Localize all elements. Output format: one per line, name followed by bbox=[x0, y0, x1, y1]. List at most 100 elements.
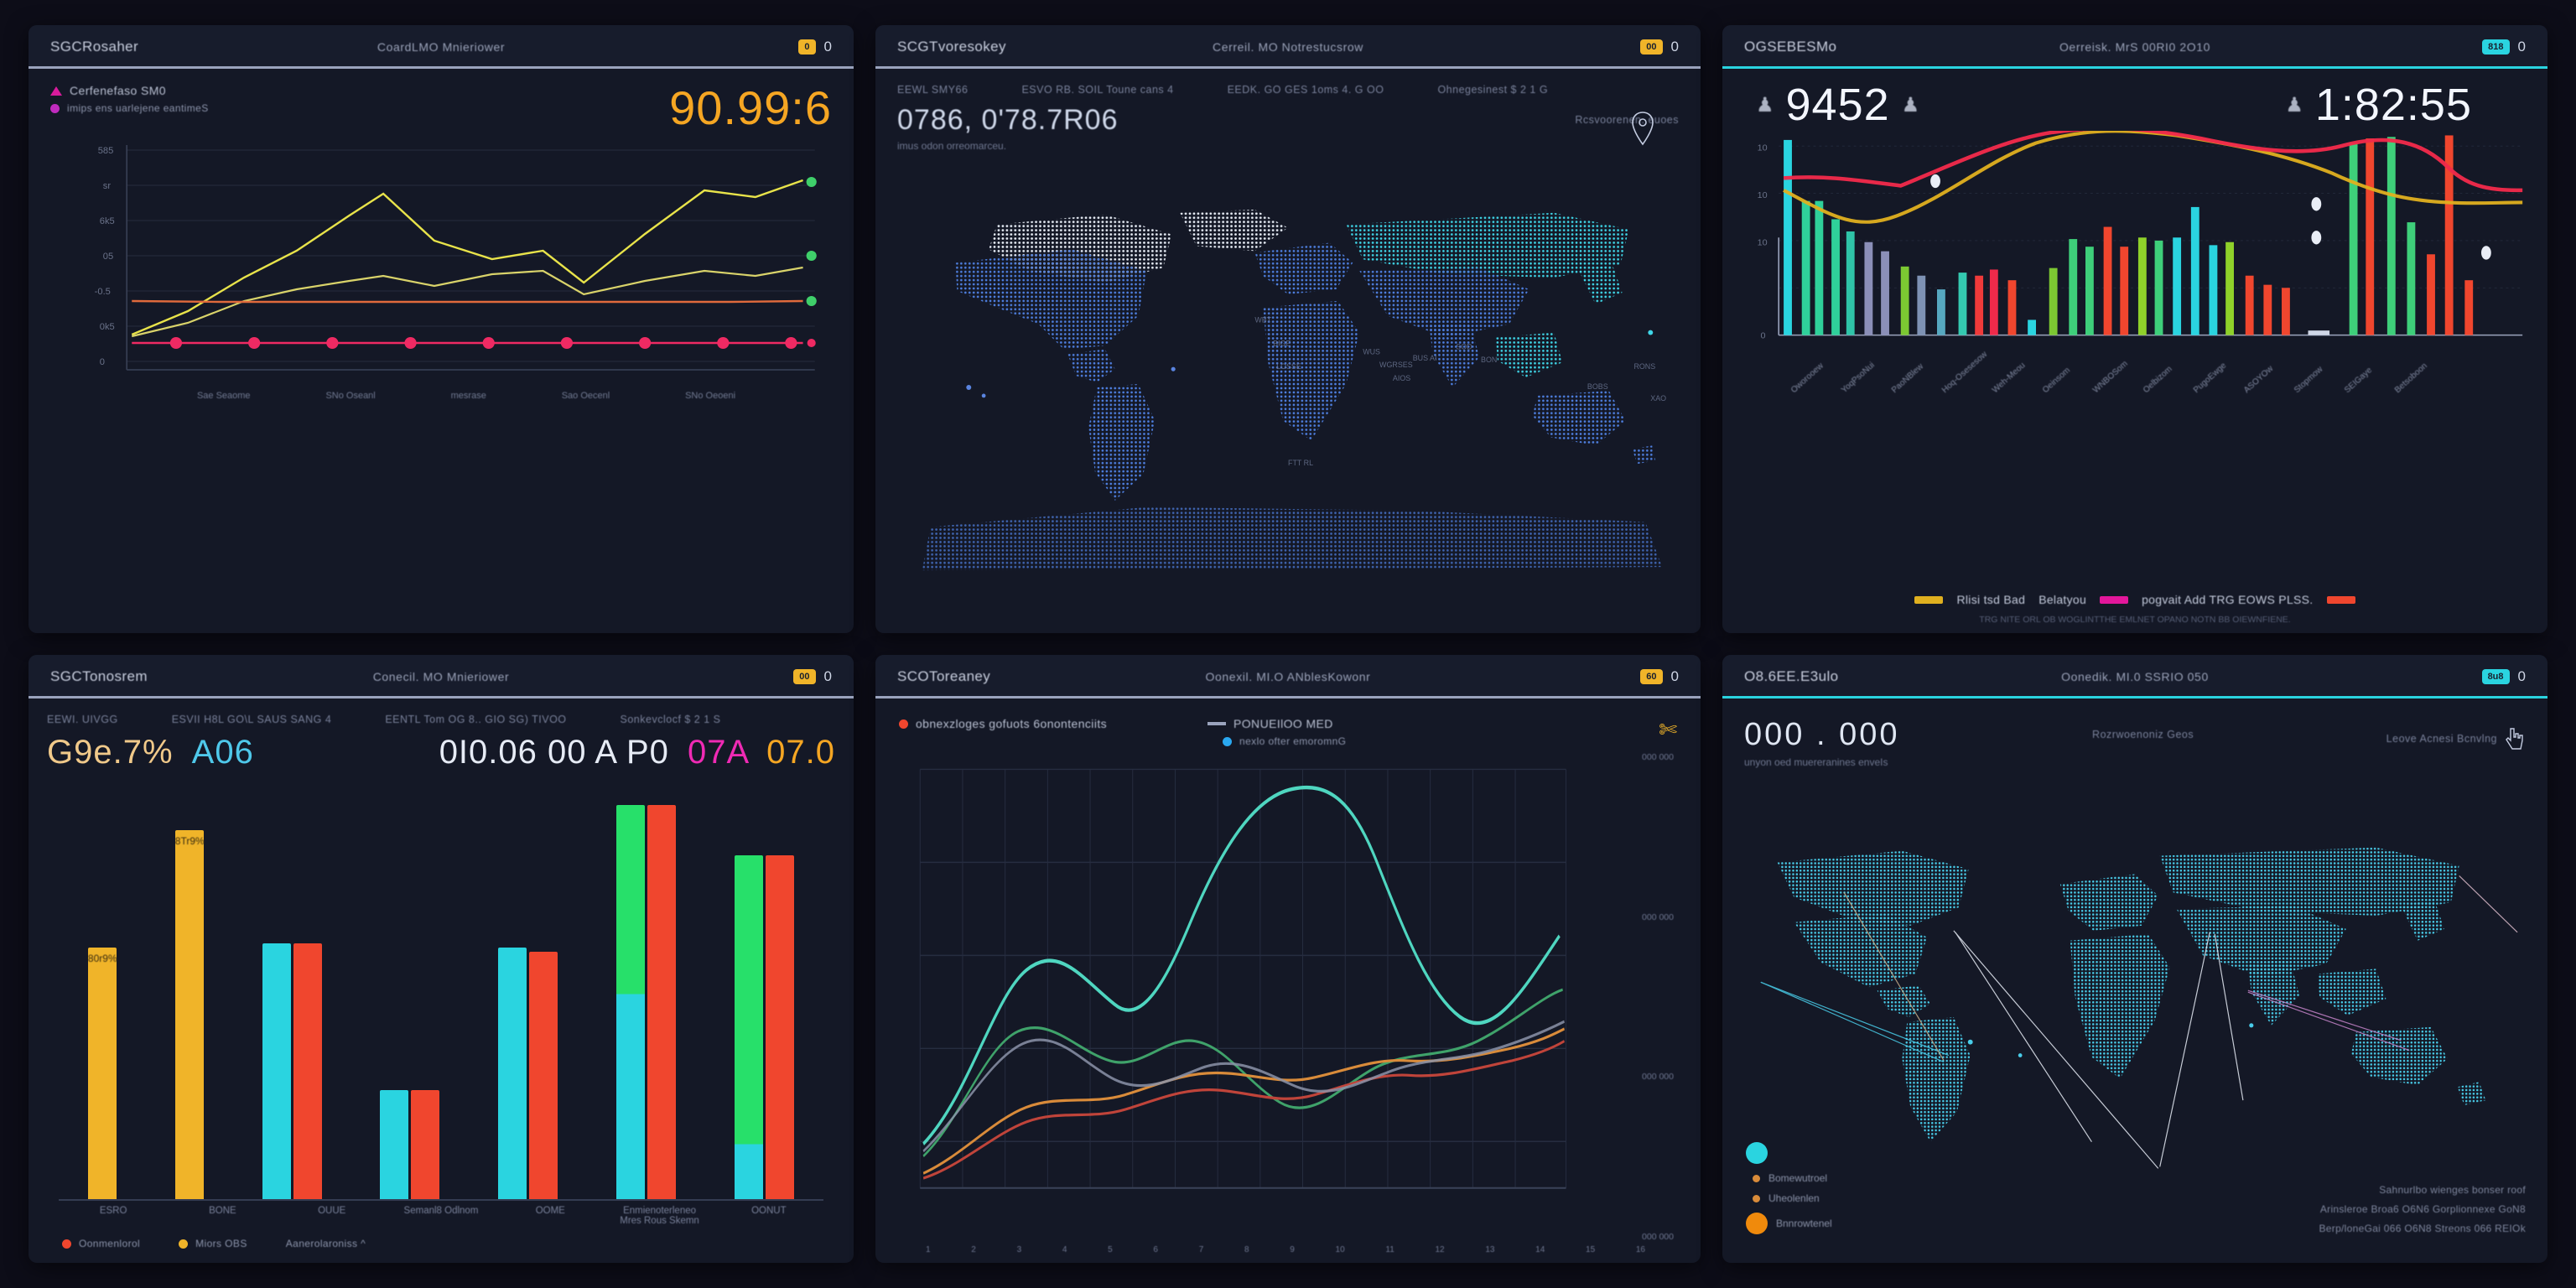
panel-4-x-labels: ESRO BONE OUUE Semanl8 Odlnom OOME Enmie… bbox=[47, 1201, 835, 1226]
panel-3-title-center: Oerreisk. MrS 00RI0 2O10 bbox=[2059, 40, 2211, 54]
panel-world-map-heat: SCGTvoresokey Cerreil. MO Notrestucsrow … bbox=[875, 25, 1701, 633]
bar[interactable] bbox=[498, 948, 527, 1199]
panel-2-summary-row: 0786, 0'78.7R06 imus odon orreomarceu. R… bbox=[897, 104, 1679, 152]
stat-line: Sahnurlbo wienges bonser roof bbox=[2379, 1184, 2526, 1196]
panel-5-menu-icon[interactable]: 0 bbox=[1670, 668, 1679, 684]
legend-label: Belatyou bbox=[2038, 593, 2087, 606]
panel-6-body: 000 . 000 unyon oed muereranines enveIs … bbox=[1722, 699, 2547, 1263]
panel-1-menu-icon[interactable]: 0 bbox=[823, 39, 832, 55]
bar[interactable] bbox=[262, 943, 291, 1199]
kpi-label: ESVO RB. SOIL Toune cans 4 bbox=[1021, 84, 1174, 96]
svg-text:BIGE: BIGE bbox=[1273, 339, 1291, 347]
legend-label: nexlo ofter emoromnG bbox=[1239, 735, 1347, 747]
bar[interactable] bbox=[647, 805, 677, 1199]
line-marker-icon bbox=[1208, 722, 1227, 725]
panel-3-menu-icon[interactable]: 0 bbox=[2517, 39, 2526, 55]
panel-2-body: EEWL SMY66 ESVO RB. SOIL Toune cans 4 EE… bbox=[875, 69, 1701, 633]
legend-item[interactable]: imips ens uarlejene eantimeS bbox=[50, 102, 209, 114]
bar[interactable]: 8Tr9% bbox=[174, 830, 205, 1199]
legend-label: pogvait Add TRG EOWS PLSS. bbox=[2142, 593, 2314, 606]
panel-1-titlebar-actions: 0 0 bbox=[798, 39, 832, 55]
panel-3-x-labels: Oworooew YoqPsoNui PaoNBlew Hoq-Osesesow… bbox=[1739, 350, 2531, 397]
person-icon: ♟ bbox=[1756, 93, 1774, 117]
panel-4-brand: SGCTonosrem bbox=[50, 668, 148, 684]
bar[interactable] bbox=[411, 1090, 440, 1199]
panel-6-titlebar: O8.6EE.E3ulo Oonedik. MI.0 SSRIO 050 8u8… bbox=[1722, 655, 2547, 699]
panel-5-brand: SCOToreaney bbox=[897, 668, 991, 684]
legend-item[interactable]: Cerfenefaso SM0 bbox=[50, 84, 209, 97]
bar[interactable] bbox=[529, 952, 558, 1199]
panel-4-status-badge[interactable]: 00 bbox=[793, 669, 816, 684]
legend-item[interactable]: Aanerolaroniss ^ bbox=[286, 1238, 366, 1249]
panel-1-x-ticks: Sae Seaome SNo Oseanl mesrase Sao Oecenl… bbox=[50, 391, 832, 401]
bar[interactable] bbox=[293, 943, 322, 1199]
panel-1-body: Cerfenefaso SM0 imips ens uarlejene eant… bbox=[29, 69, 854, 633]
svg-text:585: 585 bbox=[98, 146, 114, 156]
bar-group[interactable]: 80r9% bbox=[87, 780, 117, 1199]
bar[interactable] bbox=[734, 855, 763, 1199]
panel-2-world-map[interactable]: WBT BIGE LOSSE WUS WGRSES AIOS BUS AI SOD BO… bbox=[897, 152, 1679, 621]
svg-text:10: 10 bbox=[1758, 144, 1768, 153]
panel-6-titlebar-actions: 8u8 0 bbox=[2481, 668, 2526, 685]
x-tick-label: 10 bbox=[1335, 1245, 1345, 1254]
dot-marker-icon bbox=[899, 719, 908, 729]
bar[interactable] bbox=[765, 855, 794, 1199]
panel-2-menu-icon[interactable]: 0 bbox=[1670, 39, 1679, 55]
svg-text:0k5: 0k5 bbox=[100, 322, 115, 332]
pointer-hand-icon[interactable] bbox=[2504, 725, 2526, 752]
kpi-label: Ohnegesinest $ 2 1 G bbox=[1437, 84, 1549, 96]
bar[interactable] bbox=[616, 805, 646, 1199]
bar-group[interactable] bbox=[616, 780, 677, 1199]
panel-4-menu-icon[interactable]: 0 bbox=[823, 668, 832, 684]
svg-text:BON: BON bbox=[1481, 356, 1497, 364]
panel-5-status-badge[interactable]: 60 bbox=[1640, 669, 1663, 684]
panel-6-menu-icon[interactable]: 0 bbox=[2517, 668, 2526, 684]
bar-group[interactable] bbox=[262, 780, 322, 1199]
panel-1-status-badge[interactable]: 0 bbox=[798, 39, 816, 55]
legend-item[interactable]: Miors OBS bbox=[179, 1238, 247, 1249]
panel-6-world-map[interactable] bbox=[1744, 768, 2526, 1254]
legend-item[interactable]: Bomewutroel bbox=[1746, 1172, 1832, 1184]
panel-1-legend: Cerfenefaso SM0 imips ens uarlejene eant… bbox=[50, 84, 209, 119]
panel-5-titlebar: SCOToreaney Oonexil. MI.O ANblesKowonr 6… bbox=[875, 655, 1701, 699]
panel-4-legend: Oonmenlorol Miors OBS Aanerolaroniss ^ bbox=[47, 1226, 835, 1254]
panel-4-right-value-b: 07A bbox=[688, 734, 749, 771]
panel-6-corner-action[interactable]: Leove Acnesi Bcnvlng bbox=[2386, 725, 2526, 752]
panel-4-bar-chart[interactable]: 80r9% 8Tr9% bbox=[47, 780, 835, 1199]
legend-item[interactable]: PONUEIlOO MED bbox=[1208, 717, 1346, 730]
legend-item[interactable] bbox=[1746, 1142, 1832, 1164]
legend-item[interactable]: Bnnrowtenel bbox=[1746, 1213, 1832, 1234]
panel-5-title-center: Oonexil. MI.O ANblesKowonr bbox=[1205, 670, 1371, 683]
panel-5-y-labels: 000 000 000 000 000 000 000 000 bbox=[1642, 752, 1674, 1242]
legend-item[interactable]: Oonmenlorol bbox=[62, 1238, 140, 1249]
panel-5-line-chart[interactable]: 000 000 000 000 000 000 000 000 bbox=[896, 752, 1680, 1242]
svg-text:10: 10 bbox=[1758, 191, 1768, 200]
x-tick-label: 1 bbox=[926, 1245, 931, 1254]
panel-6-status-badge[interactable]: 8u8 bbox=[2481, 669, 2510, 684]
svg-text:XAO: XAO bbox=[1650, 394, 1666, 402]
panel-2-status-badge[interactable]: 00 bbox=[1640, 39, 1663, 55]
bar-group[interactable] bbox=[380, 780, 440, 1199]
svg-text:AIOS: AIOS bbox=[1393, 374, 1410, 382]
scissors-icon[interactable]: ✄ bbox=[1659, 717, 1677, 742]
panel-3-combo-chart[interactable]: 10 10 10 0 bbox=[1739, 126, 2531, 564]
panel-3-status-badge[interactable]: 818 bbox=[2482, 39, 2510, 55]
y-tick-label: 000 000 bbox=[1642, 752, 1674, 762]
bar-group[interactable] bbox=[498, 780, 558, 1199]
bar-group[interactable]: 8Tr9% bbox=[174, 780, 205, 1199]
x-tick-label: ESRO bbox=[99, 1206, 127, 1216]
location-pin-icon[interactable] bbox=[1630, 111, 1655, 146]
bar-value-label: 80r9% bbox=[87, 953, 117, 964]
legend-item[interactable]: nexlo ofter emoromnG bbox=[1223, 735, 1346, 747]
panel-1-line-chart[interactable]: 585 sr 6k5 05 -0.5 0k5 0 bbox=[50, 133, 832, 401]
bar[interactable] bbox=[380, 1090, 409, 1199]
legend-item[interactable]: obnexzloges gofuots 6onontenciits bbox=[899, 717, 1107, 730]
panel-bar-metrics: SGCTonosrem Conecil. MO Mnieriower 00 0 … bbox=[29, 655, 854, 1263]
bar-group[interactable] bbox=[734, 780, 794, 1199]
legend-item[interactable]: Uheolenlen bbox=[1746, 1192, 1832, 1204]
bar[interactable]: 80r9% bbox=[87, 948, 117, 1199]
line-chart-svg: 585 sr 6k5 05 -0.5 0k5 0 bbox=[95, 144, 817, 371]
legend-swatch-red bbox=[2326, 595, 2355, 604]
panel-6-title-center: Oonedik. MI.0 SSRIO 050 bbox=[2061, 670, 2209, 683]
legend-label: Oonmenlorol bbox=[79, 1238, 141, 1249]
